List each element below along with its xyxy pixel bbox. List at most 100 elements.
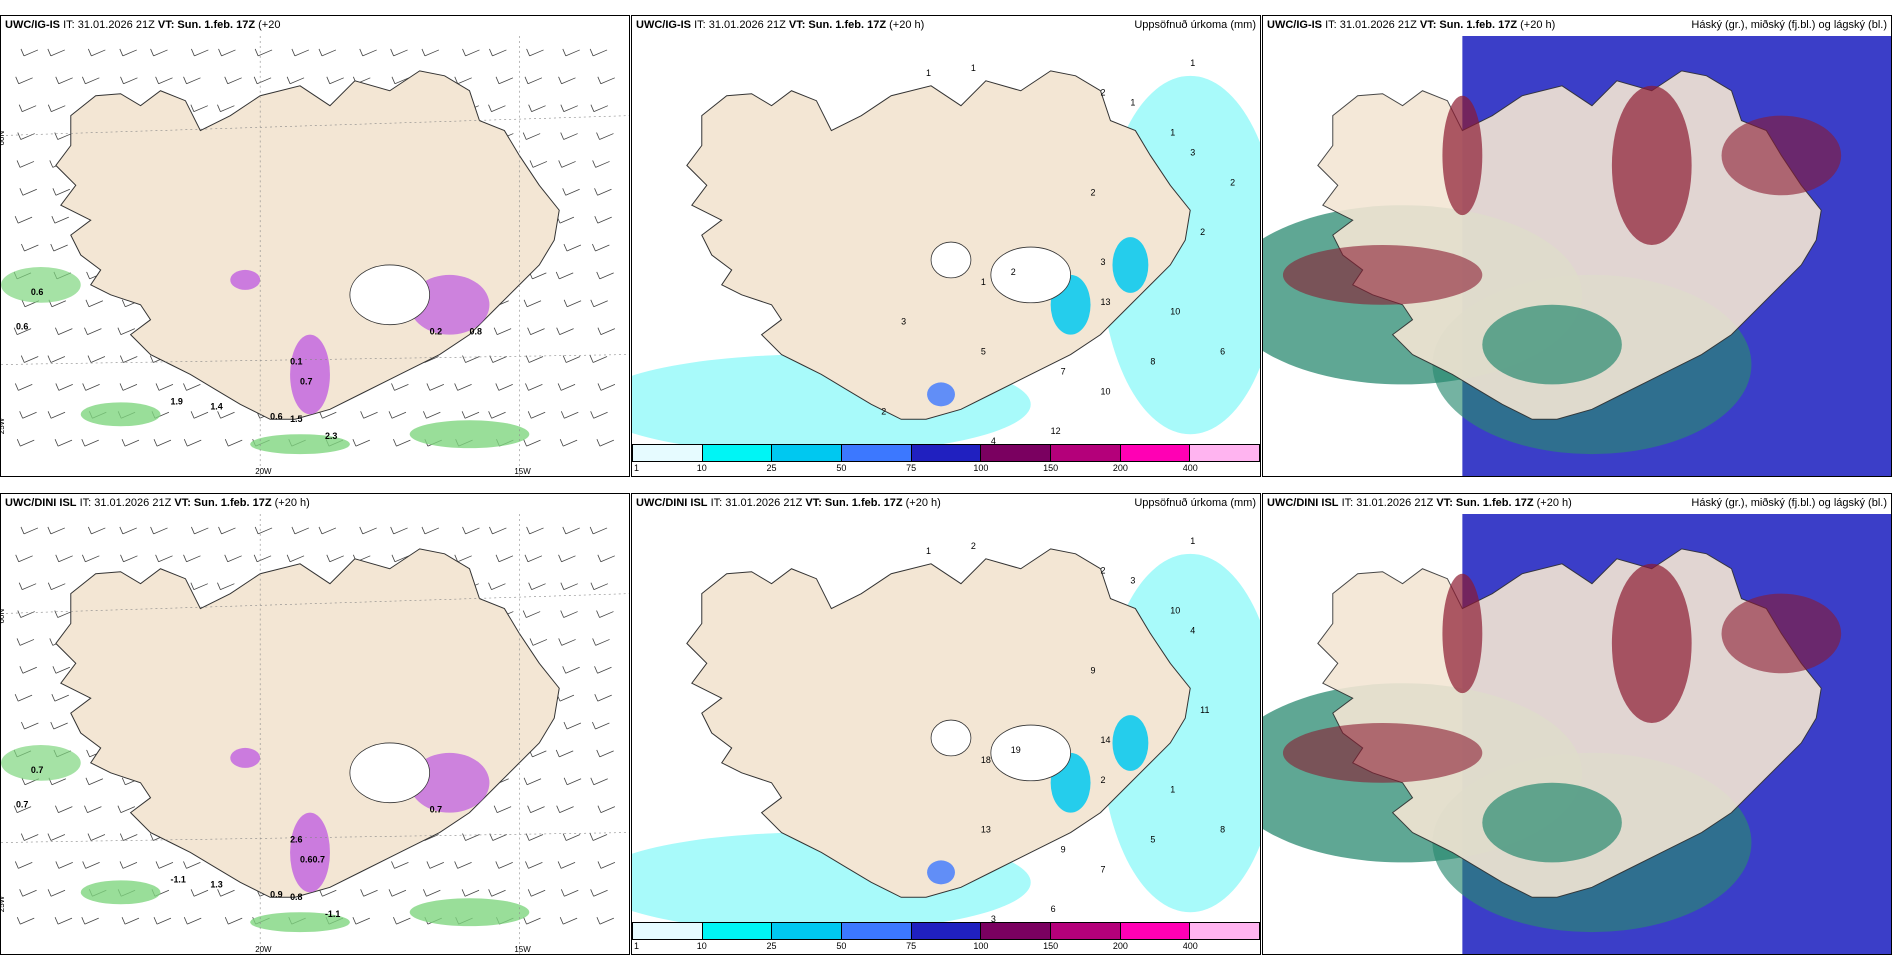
colorbar-tick-label: 150 (1043, 463, 1059, 473)
valid-time: Sun. 1.feb. 17Z (1455, 497, 1534, 509)
valid-time-label: VT: (157, 19, 175, 31)
value-label: 6 (1220, 347, 1225, 357)
value-label: 1 (1190, 536, 1195, 546)
lon-label: 20W (255, 467, 272, 476)
map-panel-top-middle: UWC/IG-IS IT: 31.01.2026 21Z VT: Sun. 1.… (631, 15, 1261, 477)
colorbar-swatch (1120, 445, 1191, 461)
precip-area (409, 420, 530, 449)
convective-cell (290, 812, 330, 893)
field-title: Háský (gr.), miðský (fj.bl.) og lágský (… (1691, 19, 1887, 31)
value-label: 0.2 (430, 327, 442, 337)
colorbar-swatch (702, 923, 773, 939)
panel-header: UWC/DINI ISL IT: 31.01.2026 21Z VT: Sun.… (1263, 494, 1891, 514)
value-label: 0.1 (290, 357, 302, 367)
field-title: Háský (gr.), miðský (fj.bl.) og lágský (… (1691, 497, 1887, 509)
precip-area (250, 434, 350, 455)
value-label: 2.3 (325, 431, 337, 441)
valid-time: Sun. 1.feb. 17Z (824, 497, 903, 509)
map-panel-bottom-right: UWC/DINI ISL IT: 31.01.2026 21Z VT: Sun.… (1262, 493, 1892, 955)
mid-cloud-area (1721, 115, 1842, 196)
value-label: 1 (971, 63, 976, 73)
high-cloud-area (1482, 304, 1622, 385)
colorbar-tick-label: 50 (836, 463, 847, 473)
precip-cell (927, 860, 955, 885)
mid-cloud-area (1611, 85, 1692, 246)
value-label: 0.60.7 (300, 854, 325, 864)
lat-label: 66N (1, 131, 6, 146)
valid-time-label: VT: (805, 497, 822, 509)
lead-time: (+20 h) (274, 497, 310, 509)
map-panel-bottom-middle: UWC/DINI ISL IT: 31.01.2026 21Z VT: Sun.… (631, 493, 1261, 955)
precip-area (80, 402, 161, 427)
init-time: IT: 31.01.2026 21Z (694, 19, 786, 31)
value-label: 1 (926, 68, 931, 78)
panel-header: UWC/IG-IS IT: 31.01.2026 21Z VT: Sun. 1.… (1263, 16, 1891, 36)
value-label: 9 (1061, 844, 1066, 854)
value-label: 2 (1200, 227, 1205, 237)
colorbar-swatch (981, 923, 1052, 939)
map-panel-bottom-left: UWC/DINI ISL IT: 31.01.2026 21Z VT: Sun.… (0, 493, 630, 955)
value-label: 2 (881, 406, 886, 416)
lead-time: (+20 h) (889, 19, 925, 31)
map-area: 2112310914191811139765843221 (632, 514, 1260, 954)
convective-cell (409, 274, 490, 335)
colorbar-legend: 1 10 25 50 75 100 150 200 400 (632, 444, 1260, 476)
field-title: Uppsöfnuð úrkoma (mm) (1134, 19, 1256, 31)
map-svg: 66N 25W 20W 15W 0.6 0.6 1.9 2.3 0.6 1.5 1.4 0.7 0.1 0… (1, 36, 629, 476)
colorbar-swatch (1051, 445, 1121, 461)
value-label: 0.6 (31, 287, 43, 297)
lead-time: (+20 h) (1536, 497, 1572, 509)
value-label: 0.6 (16, 322, 28, 332)
valid-time-label: VT: (174, 497, 191, 509)
colorbar-tick-label: 10 (696, 463, 707, 473)
value-label: 2 (1230, 177, 1235, 187)
value-label: 0.8 (290, 892, 302, 902)
value-label: 3 (1190, 147, 1195, 157)
valid-time-label: VT: (1436, 497, 1453, 509)
colorbar-tick-label: 200 (1112, 463, 1128, 473)
mid-cloud-area (1721, 593, 1842, 674)
high-cloud-area (1482, 782, 1622, 863)
model-label: UWC/IG-IS (5, 19, 60, 31)
value-label: 0.7 (16, 800, 28, 810)
value-label: 1 (1190, 58, 1195, 68)
colorbar-tick-label: 50 (836, 941, 847, 951)
colorbar-tick-label: 10 (696, 941, 707, 951)
colorbar-tick-label: 100 (973, 463, 989, 473)
value-label: 1 (926, 546, 931, 556)
lead-time: (+20 h) (905, 497, 941, 509)
convective-cell (409, 752, 490, 813)
lon-label: 15W (514, 467, 531, 476)
value-label: 1 (1170, 785, 1175, 795)
mid-cloud-area (1611, 563, 1692, 724)
init-time: IT: 31.01.2026 21Z (63, 19, 155, 31)
value-label: 7 (1101, 864, 1106, 874)
map-area: 66N 25W 20W 15W 0.6 0.6 1.9 2.3 0.6 1.5 1.4 0.7 0.1 0… (1, 36, 629, 476)
value-label: 2 (1091, 187, 1096, 197)
colorbar-tick-label: 75 (906, 941, 917, 951)
colorbar-tick-label: 200 (1112, 941, 1128, 951)
value-label: 2 (1101, 775, 1106, 785)
precip-area (409, 898, 530, 927)
convective-cell (230, 269, 261, 290)
mid-cloud-area (1282, 245, 1483, 305)
colorbar-tick-label: 400 (1182, 463, 1198, 473)
init-time: IT: 31.01.2026 21Z (710, 497, 803, 509)
value-label: 0.7 (31, 765, 43, 775)
map-panel-top-right: UWC/IG-IS IT: 31.01.2026 21Z VT: Sun. 1.… (1262, 15, 1892, 477)
colorbar-tick-label: 75 (906, 463, 917, 473)
value-label: 3 (991, 914, 996, 924)
colorbar-swatch (772, 923, 843, 939)
colorbar-swatch (911, 923, 982, 939)
value-label: 14 (1101, 735, 1111, 745)
value-label: 5 (1150, 835, 1155, 845)
value-label: 1.4 (210, 401, 222, 411)
map-panel-top-left: UWC/IG-IS IT: 31.01.2026 21Z VT: Sun. 1.… (0, 15, 630, 477)
lead-time: (+20 (258, 19, 281, 31)
valid-time: Sun. 1.feb. 17Z (177, 19, 256, 31)
lat-label: 25W (1, 895, 6, 912)
precip-cell (927, 382, 955, 407)
value-label: 6 (1051, 904, 1056, 914)
field-title: Uppsöfnuð úrkoma (mm) (1134, 497, 1256, 509)
